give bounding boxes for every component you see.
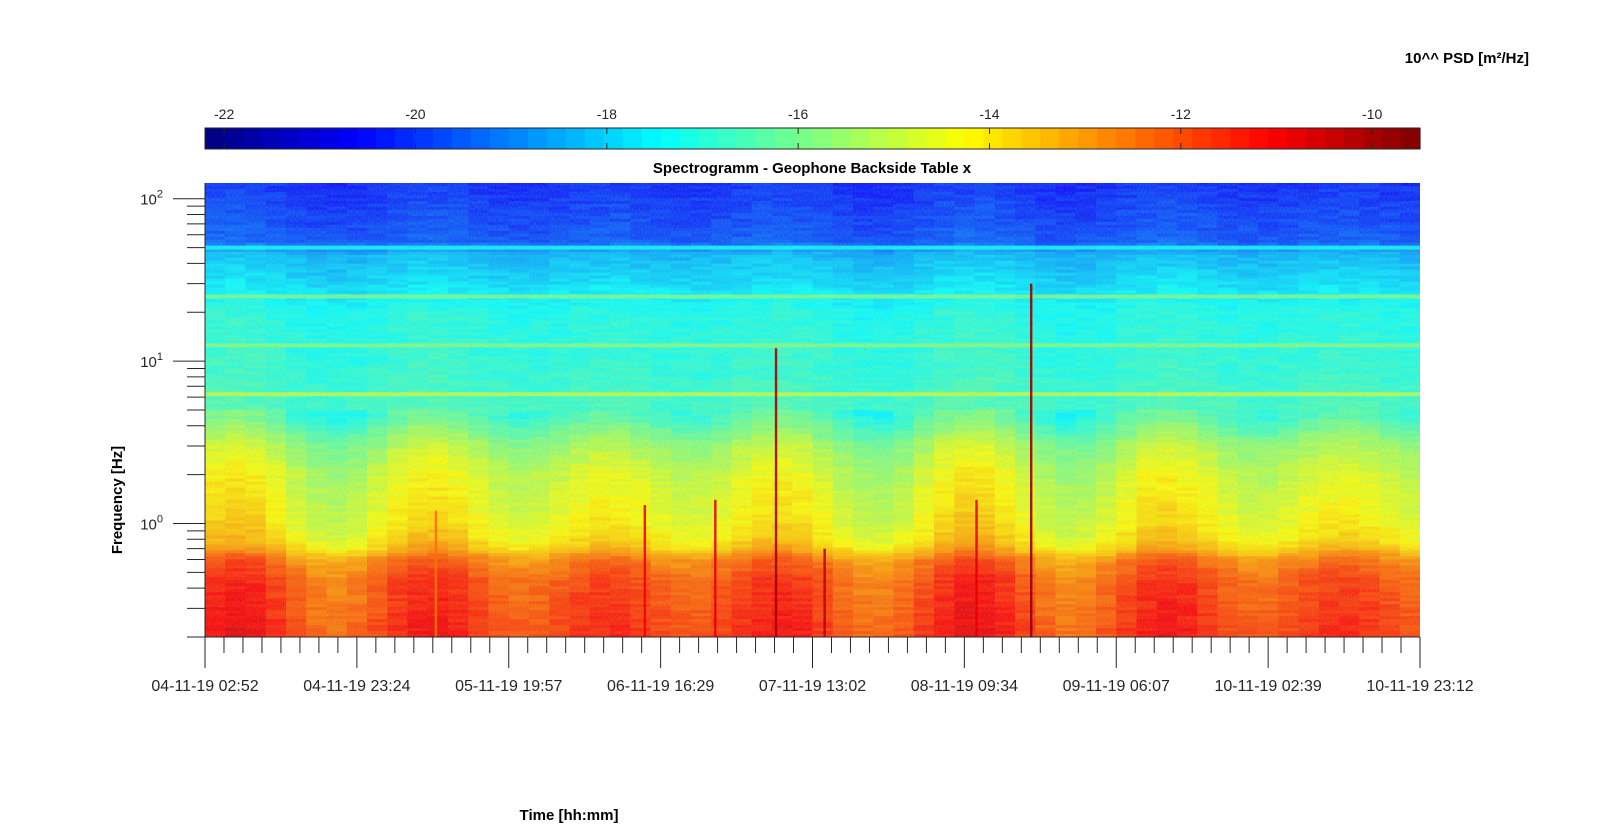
colorbar-cell	[1116, 128, 1136, 149]
colorbar-cell	[261, 128, 282, 149]
colorbar-cell	[1173, 128, 1193, 149]
colorbar-cell	[546, 128, 567, 149]
colorbar-cell	[451, 128, 472, 149]
colorbar-ticks: -22 -20 -18 -16 -14 -12 -10	[214, 106, 1382, 149]
colorbar-cell	[1192, 128, 1212, 149]
colorbar-cell	[1268, 128, 1288, 149]
colorbar-cell	[432, 128, 453, 149]
colorbar-cell	[205, 128, 225, 149]
colorbar-tick-label: -10	[1362, 106, 1382, 122]
colorbar-cell	[641, 128, 662, 149]
colorbar-cell	[280, 128, 301, 149]
colorbar-cell	[660, 128, 681, 149]
colorbar-cell	[1211, 128, 1231, 149]
colorbar-cell	[888, 128, 909, 149]
colorbar: -22 -20 -18 -16 -14 -12 -10	[204, 106, 1421, 150]
colorbar-cell	[1002, 128, 1022, 149]
colorbar-tick-label: -14	[979, 106, 999, 122]
colorbar-tick-label: -20	[405, 106, 425, 122]
colorbar-cell	[1059, 128, 1079, 149]
colorbar-cell	[1325, 128, 1345, 149]
colorbar-cell	[1382, 128, 1402, 149]
colorbar-cell	[736, 128, 757, 149]
colorbar-cell	[698, 128, 719, 149]
colorbar-cell	[907, 128, 927, 149]
colorbar-cell	[527, 128, 548, 149]
colorbar-cell	[812, 128, 833, 149]
colorbar-cell	[356, 128, 377, 149]
colorbar-cell	[318, 128, 339, 149]
colorbar-cell	[508, 128, 529, 149]
colorbar-cell	[622, 128, 643, 149]
colorbar-tick-label: -16	[788, 106, 808, 122]
colorbar-cell	[1135, 128, 1155, 149]
colorbar-cell	[1097, 128, 1117, 149]
colorbar-cell	[1287, 128, 1307, 149]
colorbar-cell	[679, 128, 700, 149]
colorbar-cell	[1154, 128, 1174, 149]
colorbar-cell	[1306, 128, 1326, 149]
colorbar-cell	[1040, 128, 1060, 149]
colorbar-cell	[1230, 128, 1250, 149]
colorbar-cell	[831, 128, 852, 149]
colorbar-cell	[964, 128, 984, 149]
colorbar-cell	[394, 128, 415, 149]
colorbar-cell	[299, 128, 320, 149]
colorbar-cell	[850, 128, 871, 149]
colorbar-cell	[774, 128, 795, 149]
colorbar-cell	[470, 128, 491, 149]
colorbar-cell	[1401, 128, 1421, 149]
chart-title: Spectrogramm - Geophone Backside Table x	[653, 160, 972, 177]
colorbar-tick-label: -18	[597, 106, 617, 122]
colorbar-cell	[603, 128, 624, 149]
colorbar-cell	[945, 128, 965, 149]
colorbar-cell	[926, 128, 946, 149]
colorbar-cell	[413, 128, 434, 149]
colorbar-label: 10^^ PSD [m²/Hz]	[1405, 50, 1529, 67]
colorbar-cell	[1344, 128, 1364, 149]
colorbar-cell	[565, 128, 586, 149]
colorbar-cell	[869, 128, 890, 149]
plot-area	[205, 183, 1420, 637]
colorbar-tick-label: -12	[1171, 106, 1191, 122]
colorbar-tick-label: -22	[214, 106, 234, 122]
colorbar-cell	[755, 128, 776, 149]
colorbar-cell	[584, 128, 605, 149]
colorbar-cell	[337, 128, 358, 149]
colorbar-cell	[375, 128, 396, 149]
colorbar-gradient	[205, 128, 1421, 149]
colorbar-cell	[983, 128, 1003, 149]
colorbar-frame	[204, 127, 1421, 150]
colorbar-cell	[1078, 128, 1098, 149]
colorbar-cell	[793, 128, 814, 149]
colorbar-cell	[242, 128, 263, 149]
colorbar-cell	[489, 128, 510, 149]
colorbar-cell	[717, 128, 738, 149]
colorbar-cell	[1363, 128, 1383, 149]
colorbar-cell	[223, 128, 244, 149]
colorbar-cell	[1249, 128, 1269, 149]
colorbar-cell	[1021, 128, 1041, 149]
